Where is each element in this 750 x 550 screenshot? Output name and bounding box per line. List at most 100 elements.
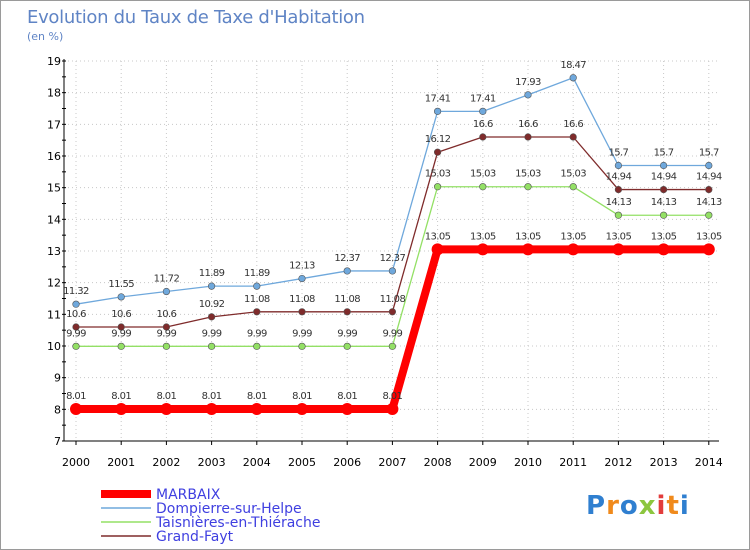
data-point (162, 342, 170, 350)
y-tick-label: 7 (54, 435, 61, 448)
data-point (72, 342, 80, 350)
data-label: 10.6 (156, 309, 176, 320)
data-label: 9.99 (202, 328, 222, 339)
data-label: 14.13 (696, 197, 722, 208)
y-tick-label: 10 (47, 340, 61, 353)
data-point (208, 313, 216, 321)
chart-subtitle: (en %) (27, 30, 64, 43)
data-point (567, 243, 580, 256)
y-tick-label: 14 (47, 213, 61, 226)
data-label: 8.01 (247, 391, 267, 402)
data-label: 11.89 (244, 268, 270, 279)
data-label: 13.05 (470, 231, 496, 242)
data-point (388, 308, 397, 316)
data-label: 16.6 (563, 119, 583, 130)
data-point (434, 148, 442, 156)
y-tick-label: 13 (47, 245, 61, 258)
data-label: 13.05 (560, 231, 586, 242)
data-label: 15.7 (654, 148, 674, 159)
data-point (386, 403, 399, 416)
data-point (659, 161, 668, 170)
data-label: 8.01 (66, 391, 86, 402)
x-tick-label: 2010 (514, 456, 542, 469)
data-point (341, 403, 354, 416)
y-tick-label: 17 (47, 118, 61, 131)
data-label: 8.01 (292, 391, 312, 402)
data-label: 18.47 (560, 60, 586, 71)
data-label: 11.08 (380, 294, 406, 305)
y-tick-label: 8 (54, 403, 61, 416)
data-point (253, 342, 261, 350)
data-label: 12.37 (380, 253, 406, 264)
logo-letter: r (606, 491, 620, 521)
data-point (343, 342, 351, 350)
x-tick-label: 2007 (378, 456, 406, 469)
data-label: 13.05 (515, 231, 541, 242)
data-point (614, 185, 623, 194)
data-point (298, 274, 306, 283)
data-point (614, 161, 623, 170)
data-label: 10.6 (66, 309, 86, 320)
x-tick-label: 2008 (424, 456, 452, 469)
data-label: 17.41 (470, 93, 496, 104)
data-label: 12.37 (334, 253, 360, 264)
data-point (70, 403, 82, 416)
data-label: 9.99 (111, 328, 131, 339)
data-label: 8.01 (202, 391, 222, 402)
x-tick-label: 2000 (62, 456, 90, 469)
data-point (296, 403, 308, 416)
data-label: 15.7 (699, 148, 719, 159)
x-tick-label: 2012 (604, 456, 632, 469)
data-label: 15.03 (560, 169, 586, 180)
data-label: 13.05 (425, 231, 451, 242)
proxiti-logo: Proxiti (586, 491, 690, 521)
data-point (115, 403, 128, 416)
data-point (569, 183, 577, 191)
data-label: 17.93 (515, 77, 541, 88)
logo-letter: i (679, 491, 690, 521)
legend-label: Grand-Fayt (156, 529, 234, 545)
data-point (208, 282, 216, 290)
data-point (253, 308, 261, 316)
data-label: 16.6 (473, 119, 493, 130)
data-point (479, 183, 487, 191)
data-label: 14.94 (651, 172, 677, 183)
data-label: 14.13 (606, 197, 632, 208)
data-point (162, 323, 170, 331)
x-tick-label: 2005 (288, 456, 316, 469)
data-point (431, 243, 444, 256)
x-tick-label: 2014 (695, 456, 723, 469)
x-tick-label: 2009 (469, 456, 497, 469)
data-label: 11.08 (289, 294, 315, 305)
data-point (388, 342, 397, 350)
data-label: 9.99 (292, 328, 312, 339)
data-label: 16.6 (518, 119, 538, 130)
data-point (657, 243, 670, 256)
data-label: 15.03 (425, 169, 451, 180)
data-point (298, 308, 306, 316)
x-tick-label: 2011 (559, 456, 587, 469)
data-point (702, 243, 715, 256)
data-point (434, 183, 442, 191)
data-point (205, 403, 218, 416)
data-label: 10.92 (199, 299, 225, 310)
data-point (162, 287, 170, 296)
logo-letter: o (619, 491, 639, 521)
data-label: 13.05 (606, 231, 632, 242)
data-point (659, 185, 668, 194)
data-point (522, 243, 534, 256)
data-point (705, 161, 713, 170)
logo-letter: x (638, 491, 657, 521)
data-point (434, 107, 442, 115)
data-label: 11.08 (244, 294, 270, 305)
data-label: 11.55 (108, 279, 134, 290)
data-label: 8.01 (382, 391, 402, 402)
chart-title: Evolution du Taux de Taxe d'Habitation (27, 7, 365, 28)
data-label: 15.7 (608, 148, 628, 159)
y-tick-label: 18 (47, 87, 61, 100)
data-point (117, 323, 125, 331)
data-point (117, 293, 125, 301)
data-point (705, 211, 713, 219)
